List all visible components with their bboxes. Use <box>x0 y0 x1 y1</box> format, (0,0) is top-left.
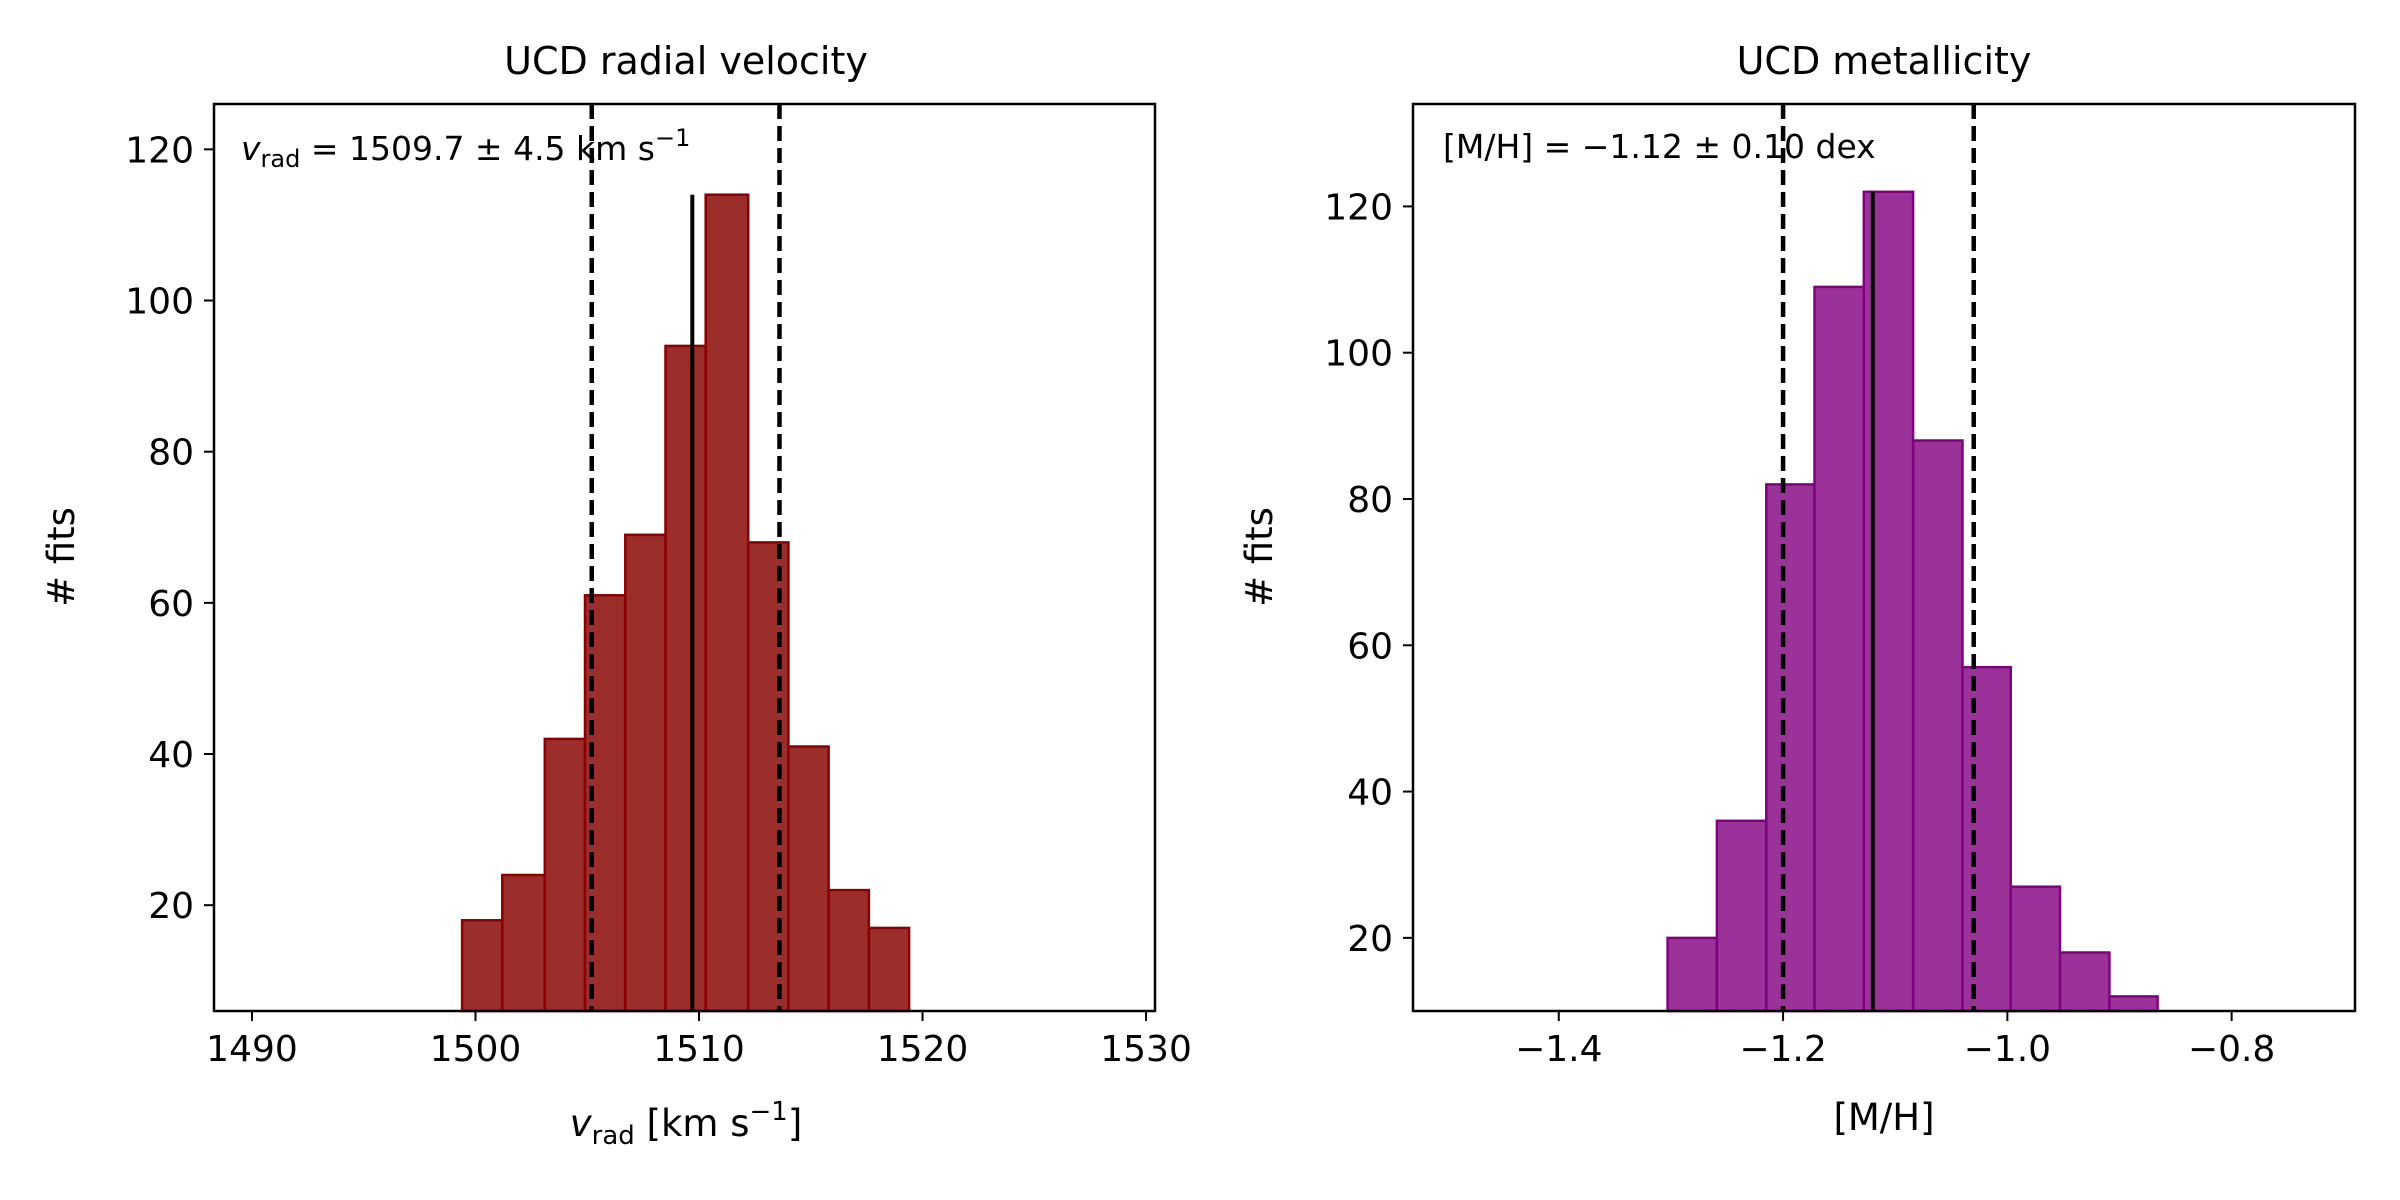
histogram-bar-6 <box>664 344 707 1013</box>
y-tick-label: 80 <box>1347 480 1393 521</box>
panel-radial-velocity: UCD radial velocity 1490 1500 1510 1520 1530… <box>40 39 1192 1151</box>
y-tick-label: 40 <box>1347 773 1393 814</box>
x-tick-label: 1510 <box>653 1029 745 1070</box>
plot-frame <box>212 102 1157 1013</box>
histogram-bar-1 <box>1666 936 1719 1013</box>
histogram-bar-10 <box>827 888 871 1013</box>
chart-title: UCD radial velocity <box>504 39 868 83</box>
histogram-bar-3 <box>543 737 587 1013</box>
histogram-bar-6 <box>1911 439 1964 1013</box>
annotation-text: vrad = 1509.7 ± 4.5 km s−1 <box>241 124 690 173</box>
x-tick-label: −1.0 <box>1964 1029 2051 1070</box>
bars <box>1666 190 2159 1013</box>
y-tick-label: 120 <box>1324 187 1393 228</box>
annotation-text: [M/H] = −1.12 ± 0.10 dex <box>1443 127 1876 166</box>
y-ticks: 20 40 60 80 100 120 <box>1324 187 1413 960</box>
histogram-bar-2 <box>501 873 547 1013</box>
histogram-bar-9 <box>2058 951 2111 1013</box>
y-axis-label: # fits <box>1238 507 1281 607</box>
histogram-bar-2 <box>1715 819 1768 1013</box>
x-axis-label: vrad [km s−1] <box>570 1097 803 1151</box>
y-tick-label: 120 <box>125 130 194 171</box>
y-tick-label: 100 <box>125 282 194 323</box>
histogram-bar-7 <box>1961 665 2012 1013</box>
x-ticks: 1490 1500 1510 1520 1530 <box>206 1011 1192 1070</box>
y-tick-label: 20 <box>1347 919 1393 960</box>
histogram-bar-4 <box>1813 285 1866 1013</box>
histogram-bar-3 <box>1765 483 1816 1013</box>
panel-metallicity: UCD metallicity −1.4 −1.2 −1.0 −0.8 20 40 60 8… <box>1238 39 2357 1139</box>
histogram-bar-9 <box>787 745 830 1013</box>
histogram-bar-8 <box>2009 885 2062 1013</box>
x-tick-label: −0.8 <box>2188 1029 2275 1070</box>
chart-title: UCD metallicity <box>1737 39 2032 83</box>
y-tick-label: 80 <box>148 433 194 474</box>
reference-lines <box>589 104 782 1011</box>
x-tick-label: 1500 <box>430 1029 522 1070</box>
histogram-bar-11 <box>867 926 911 1013</box>
y-tick-label: 100 <box>1324 334 1393 375</box>
x-tick-label: 1530 <box>1100 1029 1192 1070</box>
y-tick-label: 60 <box>1347 626 1393 667</box>
x-axis-label: [M/H] <box>1833 1096 1934 1139</box>
y-tick-label: 20 <box>148 886 194 927</box>
x-tick-label: 1520 <box>877 1029 969 1070</box>
histogram-bar-1 <box>460 919 504 1013</box>
y-tick-label: 60 <box>148 584 194 625</box>
bars <box>460 193 911 1013</box>
histogram-bar-8 <box>746 541 790 1013</box>
x-ticks: −1.4 −1.2 −1.0 −0.8 <box>1515 1011 2275 1070</box>
histogram-bar-10 <box>2108 995 2159 1013</box>
y-ticks: 20 40 60 80 100 120 <box>125 130 214 927</box>
x-tick-label: 1490 <box>206 1029 298 1070</box>
x-tick-label: −1.4 <box>1515 1029 1602 1070</box>
histogram-bar-7 <box>704 193 750 1013</box>
histogram-bar-5 <box>624 533 667 1013</box>
plot-frame <box>1411 102 2357 1013</box>
y-tick-label: 40 <box>148 735 194 776</box>
x-tick-label: −1.2 <box>1739 1029 1826 1070</box>
y-axis-label: # fits <box>40 507 83 607</box>
reference-lines <box>1780 104 1976 1011</box>
